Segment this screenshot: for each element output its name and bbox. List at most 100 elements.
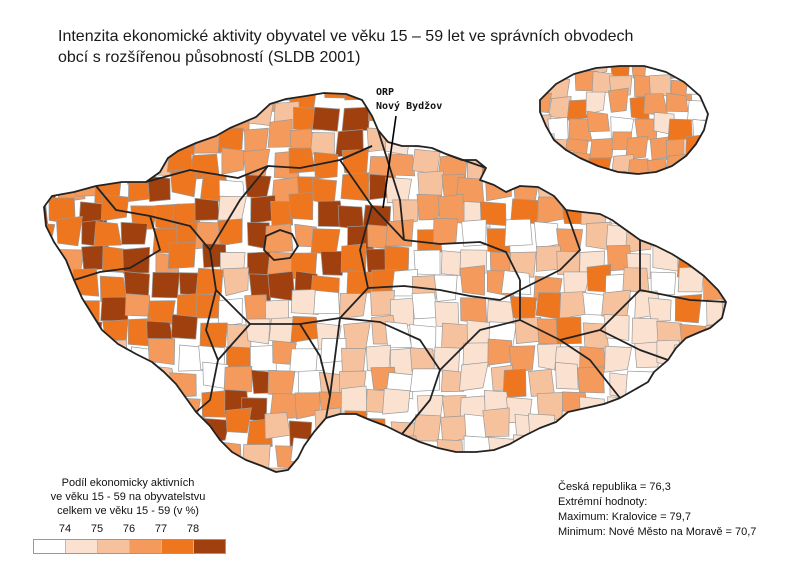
district-cell: [413, 121, 443, 149]
district-cell: [217, 127, 244, 154]
region-border-jihocesky: [217, 323, 331, 419]
district-cell: [528, 368, 555, 397]
district-cell: [222, 93, 250, 110]
district-cell: [44, 129, 52, 156]
district-cell: [151, 93, 177, 112]
district-cell: [683, 203, 708, 230]
district-cell: [80, 413, 106, 442]
region-border-stredocesky: [209, 159, 373, 325]
legend-tick-1: 74: [58, 523, 72, 535]
orp-callout: ORP Nový Bydžov: [376, 86, 442, 114]
district-cell: [432, 126, 459, 149]
district-cell: [313, 290, 340, 315]
district-cell: [293, 463, 320, 472]
district-cell: [289, 348, 319, 374]
legend-swatch-5: [162, 540, 194, 553]
legend-tick-4: 77: [154, 523, 168, 535]
district-cell: [687, 99, 708, 122]
district-cell: [514, 317, 542, 345]
district-cell: [124, 293, 150, 317]
district-cell: [709, 176, 729, 196]
district-cell: [509, 296, 537, 320]
district-cell: [502, 368, 527, 398]
district-cell: [273, 93, 301, 101]
district-cell: [199, 322, 228, 349]
district-cell: [579, 345, 607, 370]
district-cell: [508, 131, 532, 158]
region-border-karlovarsky: [73, 185, 161, 281]
district-cell: [511, 146, 537, 177]
stats-extremes-heading: Extrémní hodnoty:: [558, 496, 648, 508]
district-cell: [126, 104, 155, 132]
district-cell: [696, 419, 723, 446]
district-cell: [194, 197, 220, 221]
district-cell: [703, 153, 708, 174]
district-cell: [679, 323, 707, 351]
country-outline: [43, 92, 727, 473]
district-cell: [344, 93, 370, 101]
region-borders: [43, 65, 727, 473]
district-cell: [151, 271, 180, 299]
district-cell: [71, 120, 98, 147]
district-cell: [585, 176, 604, 195]
district-cell: [460, 297, 488, 324]
district-cell: [707, 135, 708, 157]
district-cell: [715, 92, 736, 116]
district-cell: [711, 113, 734, 134]
district-cell: [79, 444, 106, 470]
region-border-zlinsky: [599, 329, 669, 361]
legend-color-scale: [33, 539, 226, 554]
district-cell: [701, 173, 726, 204]
district-cell: [433, 468, 463, 472]
district-cell: [56, 216, 83, 247]
legend-caption-line-1: Podíl ekonomicky aktivních: [61, 477, 195, 489]
district-cell: [630, 173, 661, 201]
district-cell: [569, 66, 592, 73]
district-cell: [719, 101, 726, 127]
district-cell: [267, 370, 296, 398]
legend-caption-line-2: ve věku 15 - 59 na obyvatelstvu: [50, 491, 206, 503]
district-cell: [485, 460, 513, 472]
district-cell: [432, 218, 459, 245]
district-cell: [513, 434, 540, 462]
district-cell: [543, 66, 567, 82]
callout-pointer: [382, 115, 397, 209]
district-cell: [123, 271, 150, 297]
district-cell: [700, 342, 725, 365]
district-cell: [564, 168, 587, 174]
district-cell: [51, 417, 78, 448]
district-cell: [414, 467, 440, 472]
legend-tick-2: 75: [90, 523, 104, 535]
district-cell: [44, 152, 52, 180]
district-cell: [217, 441, 242, 467]
district-cell: [121, 370, 149, 400]
district-cell: [120, 221, 148, 245]
district-cell: [175, 414, 206, 438]
district-cell: [72, 173, 97, 197]
map-title-line-2: obcí s rozšířenou působností (SLDB 2001): [58, 49, 361, 66]
district-cell: [559, 437, 587, 464]
district-cell: [658, 219, 686, 247]
district-cell: [622, 267, 650, 293]
district-cell: [44, 347, 55, 376]
district-cell: [267, 119, 293, 148]
district-cell: [409, 368, 440, 392]
district-cell: [264, 412, 291, 440]
district-cell: [631, 175, 650, 195]
district-cell: [51, 147, 81, 176]
district-cell: [537, 444, 565, 470]
district-cell: [343, 321, 371, 352]
district-cell: [483, 103, 509, 128]
stats-maximum: Maximum: Kralovice = 79,7: [558, 511, 691, 523]
district-cell: [433, 274, 458, 302]
district-cell: [416, 193, 442, 221]
district-cell: [288, 147, 316, 174]
district-cell: [482, 407, 510, 437]
district-cell: [341, 347, 366, 374]
district-cell: [82, 338, 106, 367]
district-cell: [700, 387, 726, 415]
district-cell: [646, 158, 667, 174]
district-cell: [124, 433, 150, 462]
district-cell: [555, 316, 582, 345]
region-border-moravskoslezsky: [639, 289, 727, 303]
